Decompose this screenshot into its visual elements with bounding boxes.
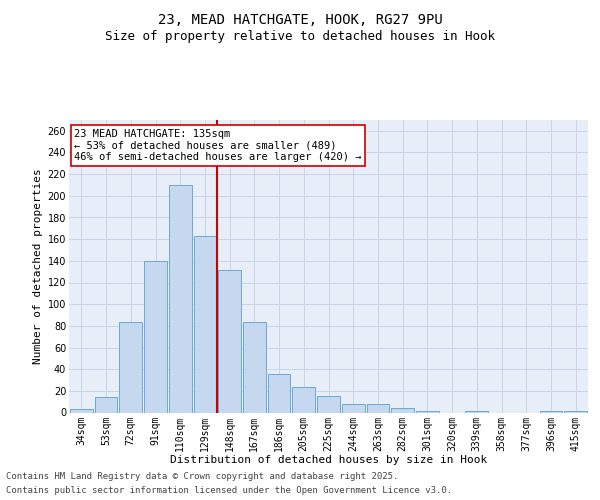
Bar	[218, 270, 241, 412]
Text: Contains public sector information licensed under the Open Government Licence v3: Contains public sector information licen…	[6, 486, 452, 495]
Bar	[292, 386, 315, 412]
Bar	[194, 236, 216, 412]
Bar	[70, 409, 93, 412]
Bar	[317, 396, 340, 412]
Bar	[268, 374, 290, 412]
X-axis label: Distribution of detached houses by size in Hook: Distribution of detached houses by size …	[170, 454, 487, 464]
Bar	[367, 404, 389, 412]
Bar	[391, 408, 414, 412]
Bar	[119, 322, 142, 412]
Bar	[243, 322, 266, 412]
Bar	[144, 261, 167, 412]
Text: 23, MEAD HATCHGATE, HOOK, RG27 9PU: 23, MEAD HATCHGATE, HOOK, RG27 9PU	[158, 12, 442, 26]
Bar	[95, 398, 118, 412]
Bar	[169, 185, 191, 412]
Text: 23 MEAD HATCHGATE: 135sqm
← 53% of detached houses are smaller (489)
46% of semi: 23 MEAD HATCHGATE: 135sqm ← 53% of detac…	[74, 129, 362, 162]
Text: Size of property relative to detached houses in Hook: Size of property relative to detached ho…	[105, 30, 495, 43]
Y-axis label: Number of detached properties: Number of detached properties	[34, 168, 43, 364]
Bar	[342, 404, 365, 412]
Text: Contains HM Land Registry data © Crown copyright and database right 2025.: Contains HM Land Registry data © Crown c…	[6, 472, 398, 481]
